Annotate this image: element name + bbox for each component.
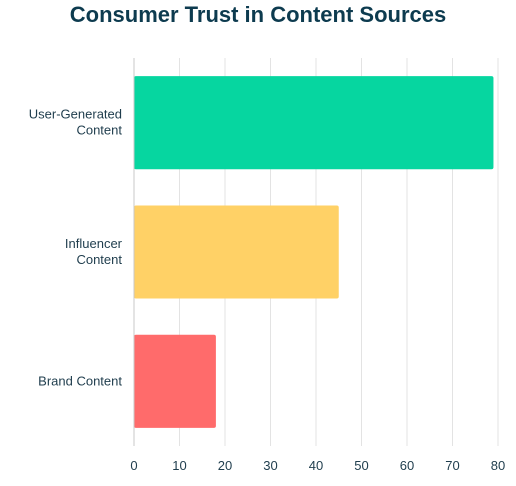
x-tick-label: 50	[354, 458, 368, 473]
x-tick-label: 0	[130, 458, 137, 473]
category-label: Influencer Content	[65, 236, 123, 267]
bar	[134, 334, 216, 428]
x-tick-label: 60	[400, 458, 414, 473]
x-tick-label: 80	[491, 458, 505, 473]
bar	[134, 205, 339, 299]
bars	[134, 76, 494, 428]
x-tick-label: 70	[445, 458, 459, 473]
x-tick-label: 40	[309, 458, 323, 473]
bar	[134, 76, 494, 170]
labels: 0 10 20 30 40 50 60 70 80 User-Generated Content In…	[29, 107, 505, 473]
x-tick-label: 10	[172, 458, 186, 473]
chart-title: Consumer Trust in Content Sources	[69, 2, 447, 27]
category-label: User-Generated Content	[29, 107, 123, 138]
x-tick-label: 20	[218, 458, 232, 473]
x-tick-label: 30	[263, 458, 277, 473]
category-label: Brand Content	[38, 373, 122, 388]
